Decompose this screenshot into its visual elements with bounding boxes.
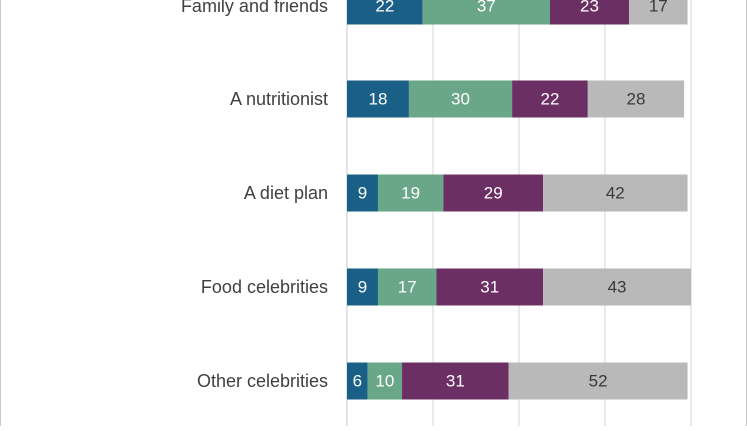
- data-label: 18: [368, 90, 387, 109]
- bar-segment: [347, 80, 409, 118]
- data-label: 17: [649, 0, 668, 16]
- data-label: 22: [540, 90, 559, 109]
- bar-segment: [408, 80, 513, 118]
- bar-segment: [587, 80, 685, 118]
- bar-segment: [347, 174, 378, 212]
- bar-segment: [347, 362, 368, 400]
- data-label: 10: [375, 372, 394, 391]
- bar-segment: [402, 362, 509, 400]
- data-label: 22: [375, 0, 394, 16]
- data-label: 29: [484, 184, 503, 203]
- bar-segment: [543, 268, 691, 306]
- category-label: Food celebrities: [201, 277, 328, 297]
- data-label: 43: [608, 278, 627, 297]
- category-label: Family and friends: [181, 0, 328, 16]
- data-label: 31: [480, 278, 499, 297]
- data-label: 17: [398, 278, 417, 297]
- bar-segment: [508, 362, 688, 400]
- bar-segment: [443, 174, 544, 212]
- data-label: 19: [401, 184, 420, 203]
- bar-segment: [377, 174, 444, 212]
- data-label: 42: [606, 184, 625, 203]
- data-label: 28: [626, 90, 645, 109]
- category-label: A diet plan: [244, 183, 328, 203]
- data-label: 9: [358, 184, 367, 203]
- bar-segment: [629, 0, 688, 25]
- bar-segment: [436, 268, 544, 306]
- category-labels: Family and friends A nutritionist A diet p…: [181, 0, 328, 391]
- bar-segment: [377, 268, 437, 306]
- bar-segment: [347, 0, 423, 25]
- data-label: 31: [446, 372, 465, 391]
- category-label: Other celebrities: [197, 371, 328, 391]
- bar-segment: [543, 174, 688, 212]
- data-label: 37: [477, 0, 496, 16]
- data-label: 30: [451, 90, 470, 109]
- bars: 22 37 23 17 18 30 22 28 9 19 29 42 9 17 31 43 6 10 31 52: [347, 0, 691, 400]
- data-label: 23: [580, 0, 599, 16]
- data-label: 6: [353, 372, 362, 391]
- bar-segment: [347, 268, 378, 306]
- bar-segment: [549, 0, 630, 25]
- bar-segment: [367, 362, 403, 400]
- data-label: 52: [589, 372, 608, 391]
- bar-segment: [422, 0, 550, 25]
- data-label: 9: [358, 278, 367, 297]
- category-label: A nutritionist: [230, 89, 328, 109]
- gridlines: [346, 0, 692, 426]
- bar-segment: [512, 80, 588, 118]
